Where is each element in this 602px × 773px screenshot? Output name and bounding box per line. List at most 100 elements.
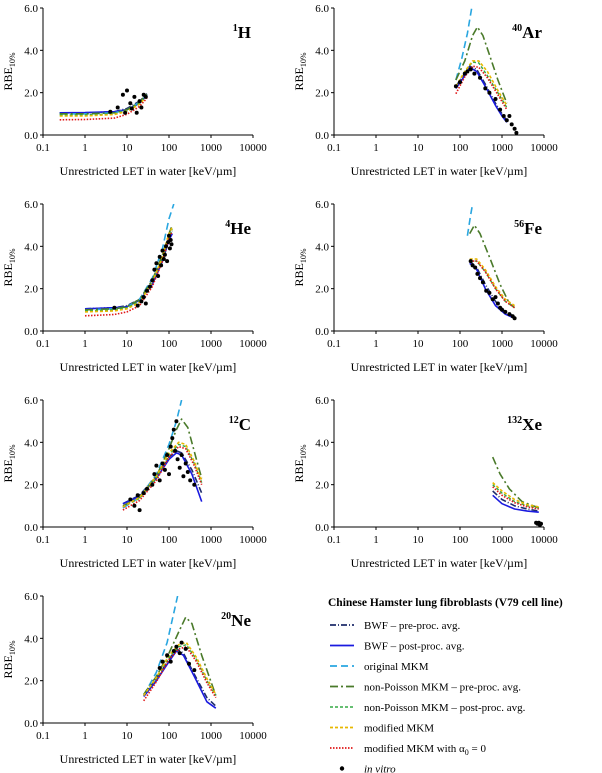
data-point-in-vitro	[507, 114, 512, 118]
y-tick-label: 0.0	[24, 718, 38, 730]
series-line-np_pre	[122, 418, 203, 507]
data-point-in-vitro	[141, 491, 146, 496]
series-line-mod_mkm	[492, 482, 539, 508]
y-axis-label-sub: 10%	[8, 640, 17, 655]
legend-label: in vitro	[364, 764, 396, 773]
data-point-in-vitro	[177, 651, 182, 656]
data-point-in-vitro	[150, 278, 155, 283]
x-tick-label: 0.1	[36, 534, 50, 546]
data-point-in-vitro	[161, 257, 166, 261]
series-line-mod_mkm0	[469, 260, 516, 309]
y-tick-label: 6.0	[24, 591, 38, 603]
x-tick-label: 1000	[200, 142, 223, 154]
y-tick-label: 0.0	[24, 522, 38, 534]
x-tick-label: 100	[161, 142, 178, 154]
x-tick-label: 1	[373, 338, 379, 350]
legend-entry-bwf_post: BWF – post-proc. avg.	[330, 641, 465, 653]
data-point-in-vitro	[188, 478, 193, 483]
x-axis-label: Unrestricted LET in water [keV/µm]	[60, 556, 237, 570]
y-tick-label: 6.0	[24, 199, 38, 211]
y-tick-label: 2.0	[24, 284, 38, 296]
data-point-in-vitro	[165, 653, 170, 658]
y-axis-label: RBE10%	[1, 248, 17, 286]
data-point-in-vitro	[512, 316, 517, 321]
data-point-in-vitro	[141, 295, 146, 300]
y-tick-label: 2.0	[315, 480, 329, 492]
data-point-in-vitro	[115, 105, 120, 110]
data-point-in-vitro	[143, 301, 148, 306]
y-axis-label-sub: 10%	[299, 52, 308, 67]
x-tick-label: 10	[122, 730, 134, 742]
x-axis-label: Unrestricted LET in water [keV/µm]	[60, 164, 237, 178]
data-point-in-vitro	[179, 640, 184, 645]
x-tick-label: 1	[373, 142, 379, 154]
data-point-in-vitro	[183, 461, 188, 466]
data-point-in-vitro	[154, 261, 159, 266]
ion-mass-number: 12	[229, 415, 239, 426]
series-group	[466, 204, 516, 320]
x-tick-label: 10000	[239, 338, 267, 350]
data-point-in-vitro	[185, 470, 190, 474]
y-tick-label: 6.0	[315, 395, 329, 407]
y-axis-label-sub: 10%	[299, 444, 308, 459]
data-point-in-vitro	[128, 101, 133, 106]
data-point-in-vitro	[145, 288, 149, 293]
data-point-in-vitro	[159, 263, 164, 268]
data-point-in-vitro	[162, 252, 167, 257]
data-point-in-vitro	[154, 463, 159, 468]
x-tick-label: 10000	[530, 338, 558, 350]
y-axis-label-sub: 10%	[8, 444, 17, 459]
y-tick-label: 2.0	[315, 88, 329, 100]
y-tick-label: 4.0	[315, 45, 329, 57]
x-tick-label: 0.1	[327, 338, 341, 350]
series-line-np_post	[492, 484, 539, 509]
data-point-in-vitro	[487, 290, 492, 295]
panel-h: 0.0 2.0 4.0 6.0 0.1 1 10 100 1000 10000 RBE10% Unre…	[1, 3, 267, 178]
x-axis-label: Unrestricted LET in water [keV/µm]	[60, 752, 237, 766]
data-point-in-vitro	[472, 71, 477, 76]
x-tick-label: 1000	[491, 534, 514, 546]
y-tick-label: 2.0	[24, 480, 38, 492]
data-point-in-vitro	[128, 497, 133, 502]
x-axis-label: Unrestricted LET in water [keV/µm]	[351, 164, 528, 178]
x-tick-label: 1	[82, 730, 88, 742]
x-tick-label: 10	[413, 142, 425, 154]
ion-label: 4He	[225, 219, 251, 238]
data-point-in-vitro	[160, 248, 165, 253]
panel-ne: 0.0 2.0 4.0 6.0 0.1 1 10 100 1000 10000 RBE10% Unre…	[1, 591, 267, 766]
ion-symbol: C	[239, 415, 251, 434]
legend-label: BWF – post-proc. avg.	[364, 641, 465, 653]
data-point-in-vitro	[490, 297, 495, 302]
x-tick-label: 10	[122, 534, 134, 546]
x-tick-label: 0.1	[327, 534, 341, 546]
y-tick-label: 6.0	[24, 395, 38, 407]
x-tick-label: 100	[161, 534, 178, 546]
ion-mass-number: 4	[225, 219, 230, 230]
y-tick-label: 0.0	[315, 326, 329, 338]
legend-swatch-marker	[339, 766, 345, 771]
ion-mass-number: 56	[514, 219, 524, 230]
legend-entry-np_pre: non-Poisson MKM – pre-proc. avg.	[330, 682, 521, 694]
series-line-bwf_pre	[492, 490, 539, 512]
data-point-in-vitro	[171, 649, 176, 653]
legend-label: non-Poisson MKM – pre-proc. avg.	[364, 682, 521, 694]
data-point-in-vitro	[137, 99, 142, 104]
data-point-in-vitro	[108, 109, 113, 114]
data-point-in-vitro	[162, 467, 167, 472]
x-tick-label: 100	[161, 730, 178, 742]
x-tick-label: 0.1	[36, 142, 50, 154]
data-point-in-vitro	[495, 301, 500, 306]
data-point-in-vitro	[165, 259, 170, 264]
series-line-orig_mkm	[59, 94, 148, 115]
legend-label: modified MKM with α0 = 0	[364, 743, 487, 757]
series-line-mod_mkm	[59, 95, 148, 117]
series-line-mod_mkm	[469, 258, 516, 307]
data-point-in-vitro	[164, 244, 168, 249]
data-point-in-vitro	[192, 668, 197, 673]
data-point-in-vitro	[468, 67, 473, 72]
data-point-in-vitro	[183, 646, 188, 651]
legend-entry-invitro: in vitro	[339, 764, 396, 773]
data-point-in-vitro	[168, 659, 173, 664]
series-line-mod_mkm0	[59, 97, 148, 121]
